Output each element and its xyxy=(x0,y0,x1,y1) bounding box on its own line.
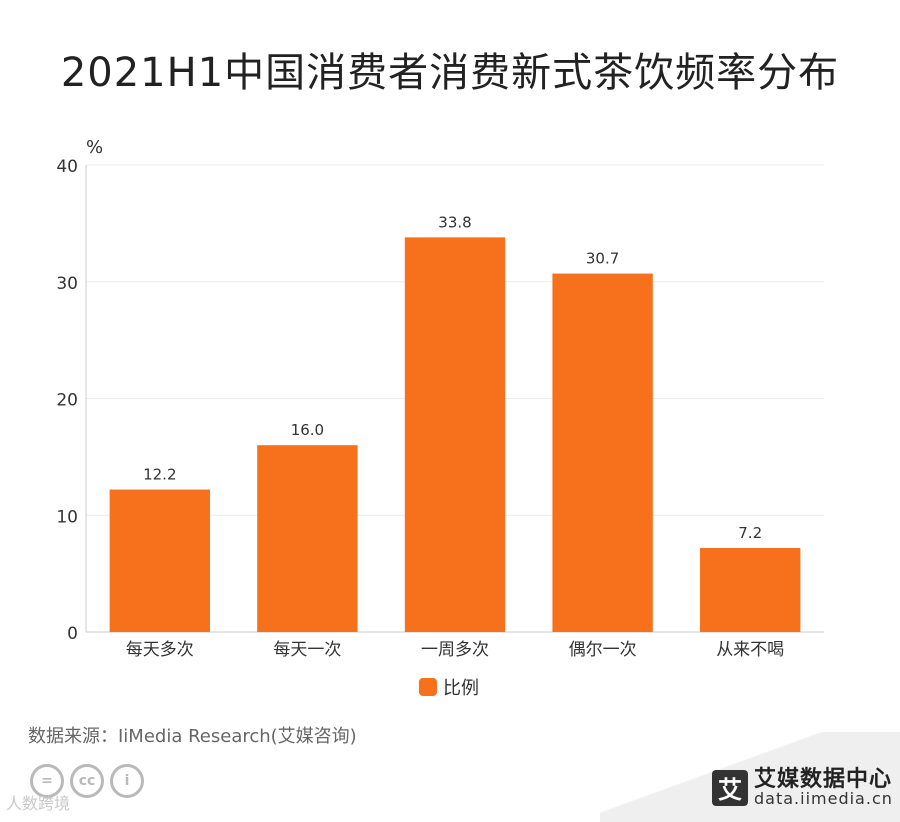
equals-icon: = xyxy=(30,764,64,798)
bars xyxy=(109,237,801,632)
x-tick-label: 从来不喝 xyxy=(716,640,784,660)
bar xyxy=(552,273,653,632)
license-icons: = cc i xyxy=(30,764,144,798)
labels: 0 10 20 30 40 12.2 每天多次 16.0 每天一次 33.8 一周多次 30.7 偶尔一… xyxy=(56,157,784,660)
x-tick-label: 偶尔一次 xyxy=(569,640,637,660)
bar-value-label: 16.0 xyxy=(291,421,324,439)
y-tick-label: 20 xyxy=(56,391,78,411)
y-tick-label: 10 xyxy=(56,507,78,527)
x-tick-label: 每天一次 xyxy=(273,640,341,660)
y-tick-label: 30 xyxy=(56,274,78,294)
y-tick-label: 0 xyxy=(67,624,78,644)
chart-title: 2021H1中国消费者消费新式茶饮频率分布 xyxy=(60,50,840,96)
bar xyxy=(109,489,210,632)
y-axis-unit: % xyxy=(86,137,104,158)
legend-swatch xyxy=(419,678,437,696)
x-tick-label: 一周多次 xyxy=(421,640,489,660)
legend: 比例 xyxy=(419,674,479,700)
y-tick-label: 40 xyxy=(56,157,78,177)
brand: 艾 艾媒数据中心 data.iimedia.cn xyxy=(712,768,893,808)
cc-icon: cc xyxy=(70,764,104,798)
bar xyxy=(700,547,801,632)
person-icon: i xyxy=(110,764,144,798)
bar-value-label: 30.7 xyxy=(586,250,619,268)
brand-logo-icon: 艾 xyxy=(712,769,748,806)
brand-name: 艾媒数据中心 xyxy=(754,767,893,792)
legend-label: 比例 xyxy=(443,678,479,699)
bar-value-label: 7.2 xyxy=(738,524,762,542)
data-source: 数据来源：IiMedia Research(艾媒咨询) xyxy=(28,726,357,747)
brand-url: data.iimedia.cn xyxy=(754,789,893,809)
bar xyxy=(257,445,358,632)
brand-band xyxy=(600,732,900,822)
bar-value-label: 12.2 xyxy=(143,466,176,484)
x-tick-label: 每天多次 xyxy=(126,640,194,660)
bar-value-label: 33.8 xyxy=(438,213,471,231)
bar xyxy=(404,237,506,632)
watermark: 人数跨境 xyxy=(6,794,71,813)
